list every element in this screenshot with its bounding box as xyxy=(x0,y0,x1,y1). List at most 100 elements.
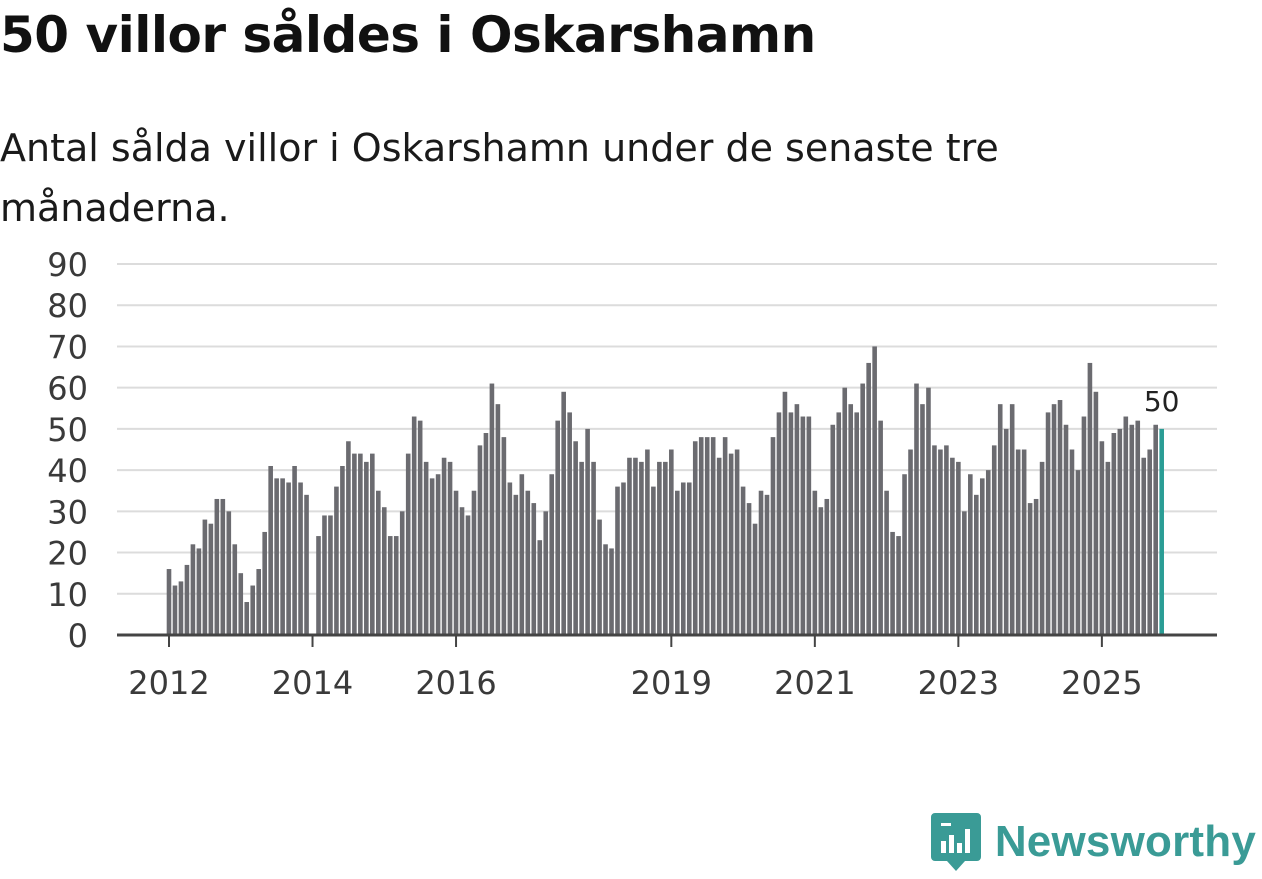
bar xyxy=(364,461,369,635)
bar xyxy=(519,474,525,635)
x-tick-label: 2021 xyxy=(774,664,855,702)
bar xyxy=(567,412,572,635)
bar xyxy=(346,441,351,635)
bar xyxy=(238,573,244,635)
bar xyxy=(872,346,877,635)
y-tick-label: 40 xyxy=(47,452,88,490)
bar xyxy=(370,453,375,635)
x-tick-label: 2014 xyxy=(272,664,353,702)
bar xyxy=(1105,461,1111,635)
bar xyxy=(172,585,178,635)
bar xyxy=(435,474,441,635)
bar xyxy=(722,437,728,635)
bar xyxy=(202,519,208,635)
bar xyxy=(477,445,483,635)
bar xyxy=(214,498,220,635)
bar xyxy=(393,536,399,635)
bar xyxy=(932,445,937,635)
bar xyxy=(453,490,459,635)
y-tick-label: 10 xyxy=(47,576,88,614)
bar xyxy=(627,457,632,635)
bar xyxy=(651,486,656,635)
bar xyxy=(1117,428,1123,635)
bar xyxy=(633,457,638,635)
bar xyxy=(896,536,901,635)
bar xyxy=(788,412,794,635)
bar xyxy=(447,461,453,635)
bar xyxy=(770,437,776,635)
y-tick-label: 80 xyxy=(47,287,88,325)
bar xyxy=(782,391,788,635)
bar xyxy=(848,404,854,635)
bar xyxy=(675,490,680,635)
bar xyxy=(728,453,734,635)
bar xyxy=(381,507,387,635)
bar xyxy=(1093,391,1099,635)
bar xyxy=(298,482,303,635)
bar xyxy=(800,416,806,635)
bar xyxy=(561,391,566,635)
bar xyxy=(645,449,650,635)
bar xyxy=(962,511,967,635)
bar xyxy=(1009,404,1015,635)
bar xyxy=(399,511,405,635)
bar xyxy=(423,461,429,635)
bar xyxy=(866,362,871,635)
newsworthy-logo: Newsworthy xyxy=(930,813,1256,871)
bar xyxy=(704,437,710,635)
bar xyxy=(1147,449,1153,635)
bar xyxy=(842,387,848,635)
bar xyxy=(208,523,214,635)
bar xyxy=(166,569,172,635)
bar xyxy=(878,420,883,635)
bar xyxy=(441,457,447,635)
bar xyxy=(1075,470,1081,635)
bar xyxy=(794,404,800,635)
bar xyxy=(974,494,979,635)
bar xyxy=(316,536,321,635)
bar xyxy=(1033,498,1039,635)
bar xyxy=(854,412,859,635)
bar xyxy=(196,548,202,635)
highlight-value-label: 50 xyxy=(1144,385,1180,418)
bar xyxy=(1021,449,1027,635)
brand-name: Newsworthy xyxy=(994,817,1256,866)
bar xyxy=(256,569,261,635)
bar xyxy=(292,465,297,635)
bar xyxy=(1039,461,1045,635)
bar xyxy=(1129,424,1135,635)
bar xyxy=(573,441,578,635)
bar xyxy=(902,474,907,635)
bar xyxy=(471,490,477,635)
bar xyxy=(752,523,758,635)
bar xyxy=(669,449,674,635)
x-tick-label: 2012 xyxy=(128,664,209,702)
bar xyxy=(579,461,584,635)
x-tick-label: 2025 xyxy=(1061,664,1142,702)
bar xyxy=(991,445,997,635)
bar xyxy=(244,602,250,635)
bar xyxy=(890,531,895,635)
bar xyxy=(1003,428,1009,635)
bar xyxy=(621,482,626,635)
bar xyxy=(459,507,465,635)
bar xyxy=(1123,416,1129,635)
bar xyxy=(692,441,698,635)
bar xyxy=(286,482,291,635)
bar xyxy=(537,540,543,635)
bar xyxy=(591,461,596,635)
bar xyxy=(543,511,549,635)
y-tick-label: 60 xyxy=(47,370,88,408)
bar xyxy=(501,437,507,635)
bar xyxy=(250,585,256,635)
bar xyxy=(597,519,602,635)
bar xyxy=(997,404,1003,635)
bar xyxy=(1135,420,1141,635)
bar xyxy=(262,531,267,635)
bar xyxy=(663,461,668,635)
y-tick-label: 0 xyxy=(68,617,88,655)
bar xyxy=(495,404,501,635)
bar xyxy=(860,383,865,635)
bar xyxy=(226,511,232,635)
